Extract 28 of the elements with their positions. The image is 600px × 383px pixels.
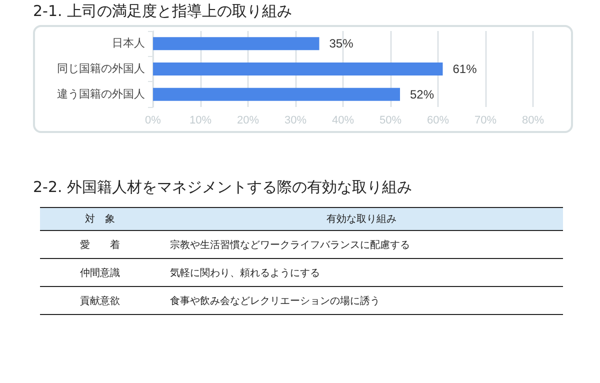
x-tick-label: 40% <box>332 114 354 126</box>
x-tick-label: 50% <box>379 114 402 126</box>
text: 貢献意欲 <box>40 286 160 314</box>
bar <box>153 62 443 76</box>
x-tick-label: 70% <box>474 114 497 126</box>
y-tick-label: 同じ国籍の外国人 <box>57 63 145 75</box>
data-label: 35% <box>329 36 354 51</box>
data-label: 52% <box>410 87 434 102</box>
text: 宗教や生活習慣などワークライフバランスに配慮する <box>160 230 563 258</box>
x-tick-label: 80% <box>522 114 544 126</box>
text: 仲間意識 <box>40 258 160 286</box>
text: 愛 着 <box>40 230 160 258</box>
bar <box>153 37 320 50</box>
x-tick-label: 20% <box>236 114 260 126</box>
text: 2-2. 外国籍人材をマネジメントする際の有効な取り組み <box>33 178 412 197</box>
text: 食事や飲み会などレクリエーションの場に誘う <box>160 286 563 314</box>
x-tick-label: 30% <box>284 114 307 126</box>
y-tick-label: 日本人 <box>112 36 145 50</box>
text: 有効な取り組み <box>160 208 563 230</box>
text: 対 象 <box>40 208 160 230</box>
text: 気軽に関わり、頼れるようにする <box>160 258 563 286</box>
data-label: 61% <box>452 62 478 76</box>
chart-title: 2-1. 上司の満足度と指導上の取り組み <box>33 2 292 21</box>
x-tick-label: 60% <box>426 114 450 126</box>
x-tick-label: 0% <box>145 114 162 126</box>
y-tick-label: 違う国籍の外国人 <box>57 87 145 100</box>
x-tick-label: 10% <box>189 114 212 126</box>
bar <box>153 88 400 101</box>
